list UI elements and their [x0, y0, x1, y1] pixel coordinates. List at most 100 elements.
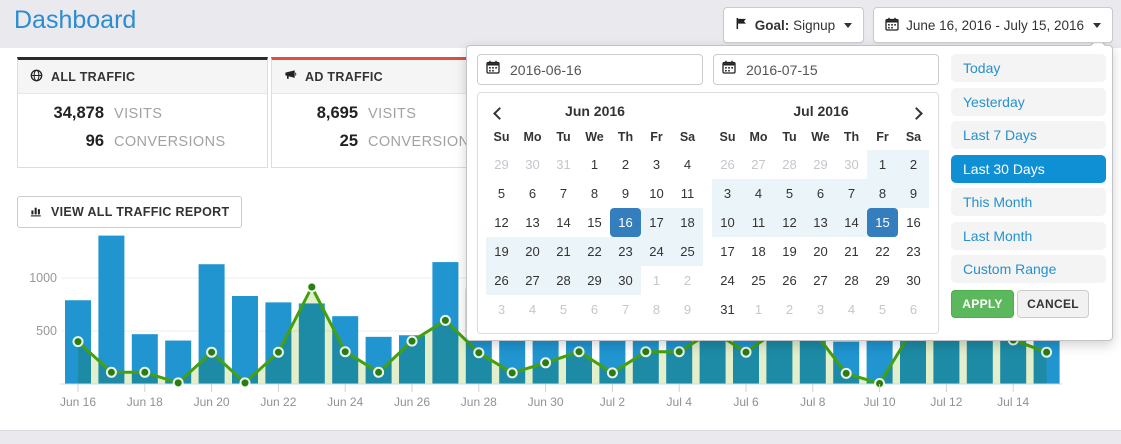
- conversions-point: [840, 367, 852, 379]
- view-all-traffic-report-button[interactable]: VIEW ALL TRAFFIC REPORT: [17, 196, 243, 228]
- card-title: ALL TRAFFIC: [51, 69, 136, 84]
- calendar-day[interactable]: 26: [486, 266, 517, 295]
- calendar-day[interactable]: 15: [867, 208, 898, 237]
- calendar-day[interactable]: 7: [559, 186, 568, 201]
- calendar-day[interactable]: 3: [652, 157, 661, 172]
- apply-button[interactable]: APPLY: [951, 290, 1014, 318]
- all-traffic-card-header: ALL TRAFFIC: [18, 60, 267, 94]
- calendar-day[interactable]: 8: [590, 186, 599, 201]
- caret-down-icon: [844, 22, 853, 28]
- megaphone-icon: [284, 69, 297, 85]
- calendar-day[interactable]: 20: [517, 237, 548, 266]
- preset-last-7-days[interactable]: Last 7 Days: [951, 121, 1106, 149]
- calendar-day[interactable]: 16: [906, 215, 921, 230]
- calendar-day[interactable]: 23: [610, 237, 641, 266]
- calendar-day[interactable]: 29: [579, 266, 610, 295]
- calendar-day[interactable]: 10: [712, 208, 743, 237]
- calendar-day[interactable]: 31: [720, 302, 735, 317]
- calendar-day[interactable]: 17: [720, 244, 735, 259]
- calendar-day[interactable]: 27: [517, 266, 548, 295]
- calendar-day[interactable]: 4: [683, 157, 692, 172]
- conversions-area: [78, 287, 1047, 384]
- calendar-day[interactable]: 25: [751, 273, 766, 288]
- calendar-day[interactable]: 13: [525, 215, 540, 230]
- calendar-day[interactable]: 18: [751, 244, 766, 259]
- preset-custom-range[interactable]: Custom Range: [951, 255, 1106, 283]
- calendar-day[interactable]: 8: [867, 179, 898, 208]
- date-range-button[interactable]: June 16, 2016 - July 15, 2016: [873, 7, 1113, 43]
- calendar-day[interactable]: 11: [680, 186, 695, 201]
- cancel-button[interactable]: CANCEL: [1017, 290, 1089, 318]
- calendar-day[interactable]: 30: [906, 273, 921, 288]
- calendar-day[interactable]: 22: [579, 237, 610, 266]
- preset-today[interactable]: Today: [951, 54, 1106, 82]
- calendar-day[interactable]: 11: [743, 208, 774, 237]
- calendar-day[interactable]: 1: [867, 150, 898, 179]
- calendar-day[interactable]: 29: [875, 273, 890, 288]
- calendar-day[interactable]: 5: [774, 179, 805, 208]
- calendar-day: 4: [847, 302, 856, 317]
- calendar-day[interactable]: 23: [906, 244, 921, 259]
- calendar-day[interactable]: 10: [649, 186, 664, 201]
- calendar-day[interactable]: 14: [556, 215, 571, 230]
- calendar-day[interactable]: 12: [494, 215, 509, 230]
- report-button-label: VIEW ALL TRAFFIC REPORT: [51, 205, 230, 219]
- x-axis-label: Jun 20: [194, 395, 230, 409]
- conversions-point: [406, 335, 418, 347]
- calendar-day[interactable]: 17: [641, 208, 672, 237]
- end-date-input[interactable]: [744, 60, 898, 79]
- next-month-button[interactable]: [910, 101, 928, 120]
- calendar-day[interactable]: 18: [672, 208, 703, 237]
- conversions-row: 25 CONVERSIONS: [284, 132, 509, 160]
- prev-month-button[interactable]: [488, 101, 506, 120]
- conversions-label: CONVERSIONS: [114, 134, 226, 150]
- goal-selector-button[interactable]: Goal: Signup: [722, 7, 865, 43]
- calendar-day[interactable]: 27: [813, 273, 828, 288]
- start-date-input[interactable]: [508, 60, 662, 79]
- conversions-point: [105, 366, 117, 378]
- calendar-day[interactable]: 6: [805, 179, 836, 208]
- conversions-point: [673, 346, 685, 358]
- calendar-day[interactable]: 2: [898, 150, 929, 179]
- calendar-day[interactable]: 2: [621, 157, 630, 172]
- x-axis-label: Jun 18: [127, 395, 163, 409]
- calendar-day[interactable]: 20: [813, 244, 828, 259]
- calendar-day: 5: [878, 302, 887, 317]
- visits-bar: [232, 296, 258, 384]
- calendar-day[interactable]: 21: [844, 244, 859, 259]
- calendar-day[interactable]: 3: [712, 179, 743, 208]
- calendar-day[interactable]: 30: [610, 266, 641, 295]
- calendar-day[interactable]: 24: [641, 237, 672, 266]
- calendar-day[interactable]: 9: [621, 186, 630, 201]
- calendar-day[interactable]: 14: [836, 208, 867, 237]
- calendar-day[interactable]: 5: [497, 186, 506, 201]
- calendar-day[interactable]: 26: [782, 273, 797, 288]
- calendar-day[interactable]: 6: [528, 186, 537, 201]
- calendar-day[interactable]: 15: [587, 215, 602, 230]
- preset-last-30-days[interactable]: Last 30 Days: [951, 154, 1106, 183]
- calendar-day[interactable]: 22: [875, 244, 890, 259]
- calendar-day[interactable]: 21: [548, 237, 579, 266]
- calendar-day: 9: [683, 302, 692, 317]
- calendar-day[interactable]: 16: [610, 208, 641, 237]
- preset-this-month[interactable]: This Month: [951, 188, 1106, 216]
- calendar-day[interactable]: 19: [486, 237, 517, 266]
- visits-label: VISITS: [114, 106, 163, 122]
- preset-yesterday[interactable]: Yesterday: [951, 87, 1106, 116]
- calendar-day[interactable]: 13: [805, 208, 836, 237]
- calendar-day[interactable]: 4: [743, 179, 774, 208]
- calendar-day[interactable]: 25: [672, 237, 703, 266]
- calendar-day[interactable]: 28: [548, 266, 579, 295]
- weekday-label: Su: [719, 130, 736, 144]
- calendar-day[interactable]: 28: [844, 273, 859, 288]
- y-axis-label: 1000: [29, 271, 57, 285]
- calendar-day[interactable]: 19: [782, 244, 797, 259]
- calendar-day[interactable]: 1: [590, 157, 599, 172]
- conversions-value: 25: [339, 132, 358, 150]
- calendar-day[interactable]: 24: [720, 273, 735, 288]
- calendar-day[interactable]: 7: [836, 179, 867, 208]
- preset-last-month[interactable]: Last Month: [951, 221, 1106, 250]
- calendar-day[interactable]: 12: [774, 208, 805, 237]
- calendar-day[interactable]: 9: [898, 179, 929, 208]
- conversions-point: [172, 377, 184, 389]
